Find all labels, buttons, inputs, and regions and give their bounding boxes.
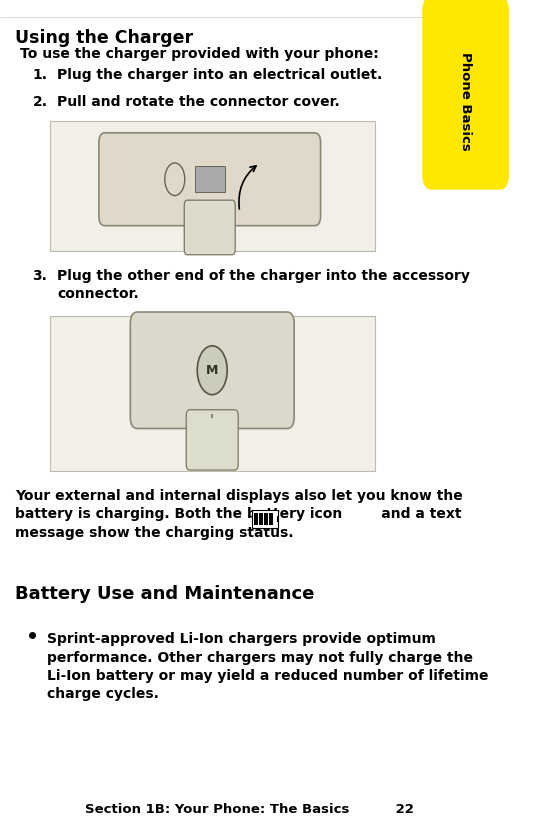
Text: To use the charger provided with your phone:: To use the charger provided with your ph…: [20, 47, 379, 61]
Bar: [264, 513, 268, 525]
Circle shape: [197, 346, 227, 395]
FancyBboxPatch shape: [252, 510, 278, 528]
Text: Pull and rotate the connector cover.: Pull and rotate the connector cover.: [58, 94, 340, 108]
Text: 3.: 3.: [33, 268, 48, 282]
FancyBboxPatch shape: [186, 410, 238, 470]
Text: 2.: 2.: [33, 94, 48, 108]
Text: Phone Basics: Phone Basics: [459, 52, 472, 150]
Text: Sprint-approved Li-Ion chargers provide optimum
performance. Other chargers may : Sprint-approved Li-Ion chargers provide …: [48, 632, 489, 701]
Bar: [195, 166, 225, 192]
FancyBboxPatch shape: [131, 312, 294, 429]
Text: Using the Charger: Using the Charger: [15, 30, 193, 47]
FancyBboxPatch shape: [423, 0, 508, 189]
Text: Plug the charger into an electrical outlet.: Plug the charger into an electrical outl…: [58, 69, 383, 83]
FancyBboxPatch shape: [50, 316, 374, 471]
Bar: [432, 12, 499, 60]
FancyBboxPatch shape: [50, 121, 374, 251]
Text: M: M: [206, 363, 218, 377]
Text: Battery Use and Maintenance: Battery Use and Maintenance: [15, 585, 314, 603]
FancyBboxPatch shape: [99, 133, 321, 225]
Bar: [254, 513, 258, 525]
Text: Your external and internal displays also let you know the
battery is charging. B: Your external and internal displays also…: [15, 489, 463, 539]
Text: Plug the other end of the charger into the accessory
connector.: Plug the other end of the charger into t…: [58, 268, 470, 301]
Text: Section 1B: Your Phone: The Basics          22: Section 1B: Your Phone: The Basics 22: [85, 803, 414, 816]
Bar: [277, 515, 279, 522]
FancyBboxPatch shape: [184, 200, 235, 254]
Bar: [269, 513, 273, 525]
Text: 1.: 1.: [33, 69, 48, 83]
Bar: [259, 513, 263, 525]
